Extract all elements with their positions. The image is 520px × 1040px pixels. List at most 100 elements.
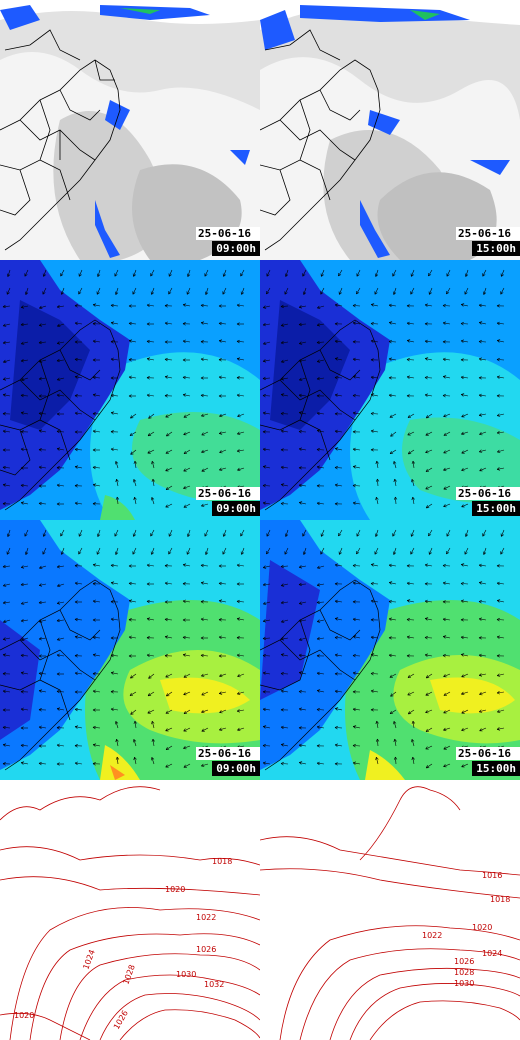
wind-arrow xyxy=(201,358,209,361)
wind-arrow-head xyxy=(388,358,392,361)
wind-arrow-head xyxy=(74,395,78,398)
wind-arrow-head xyxy=(334,708,338,711)
wind-arrow xyxy=(285,269,289,277)
wind-arrow-head xyxy=(407,414,410,418)
wind-arrow-head xyxy=(218,340,222,343)
wind-arrow xyxy=(111,448,119,451)
wind-arrow-head xyxy=(352,322,356,325)
wind-arrow xyxy=(93,564,101,567)
wind-arrow xyxy=(43,529,47,537)
wind-arrow xyxy=(496,359,505,361)
wind-arrow-head xyxy=(478,413,482,416)
wind-arrow xyxy=(371,564,379,567)
wind-arrow-head xyxy=(352,761,357,764)
wind-arrow-head xyxy=(262,708,266,712)
wind-arrow-head xyxy=(406,636,410,639)
wind-arrow-head xyxy=(20,582,24,586)
wind-arrow-head xyxy=(201,449,204,453)
wind-arrow-head xyxy=(56,744,60,748)
wind-arrow-head xyxy=(147,433,150,436)
wind-arrow xyxy=(204,529,209,537)
wind-arrow-head xyxy=(74,340,78,343)
wind-arrow xyxy=(165,413,173,418)
wind-arrow-head xyxy=(335,357,339,359)
wind-arrow-head xyxy=(128,375,133,378)
wind-arrow-head xyxy=(169,274,172,277)
wind-arrow-head xyxy=(182,323,186,326)
wind-arrow-head xyxy=(183,432,186,435)
wind-arrow xyxy=(407,413,415,418)
wind-arrow-head xyxy=(370,304,374,307)
wind-arrow-head xyxy=(316,502,320,506)
wind-arrow-head xyxy=(460,654,464,657)
wind-arrow-head xyxy=(375,534,379,537)
wind-arrow xyxy=(183,564,191,567)
wind-arrow-head xyxy=(375,478,378,482)
wind-arrow-head xyxy=(92,502,96,504)
wind-arrow-head xyxy=(38,655,42,658)
wind-arrow-head xyxy=(425,617,429,619)
wind-arrow-head xyxy=(338,534,342,537)
wind-arrow-head xyxy=(20,601,24,605)
wind-arrow-head xyxy=(425,357,429,359)
wind-arrow-head xyxy=(56,620,60,623)
wind-arrow-head xyxy=(352,563,356,566)
satellite-panel-left: 25-06-16 09:00h xyxy=(0,0,260,260)
wind-arrow-head xyxy=(74,601,78,604)
wind-arrow-head xyxy=(407,432,410,436)
wind-arrow-head xyxy=(3,361,7,363)
wind-arrow-head xyxy=(146,393,151,396)
wind-arrow-head xyxy=(110,376,114,379)
wind-arrow-head xyxy=(182,358,186,361)
wind-arrow xyxy=(200,395,209,397)
wind-arrow-head xyxy=(464,292,468,295)
wind-arrow-head xyxy=(38,583,42,586)
wind-arrow xyxy=(164,359,173,361)
wind-arrow-head xyxy=(370,564,374,567)
wind-arrow-head xyxy=(302,274,306,277)
wind-arrow xyxy=(443,763,451,767)
wind-arrow xyxy=(334,467,343,469)
wind-arrow-head xyxy=(146,601,150,604)
wind-arrow-head xyxy=(356,292,360,295)
wind-arrow xyxy=(370,673,379,675)
wind-arrow xyxy=(335,340,343,343)
wind-arrow xyxy=(20,745,29,747)
wind-arrow xyxy=(299,448,307,451)
wind-arrow xyxy=(20,655,29,657)
wind-arrow-head xyxy=(370,323,374,326)
wind-arrow-head xyxy=(371,563,375,565)
wind-arrow-head xyxy=(280,501,284,504)
wind-arrow xyxy=(75,762,83,765)
wind-arrow-head xyxy=(110,617,115,620)
wind-arrow-head xyxy=(92,709,96,712)
wind-arrow xyxy=(389,394,397,397)
wind-arrow-head xyxy=(151,461,153,465)
wind-arrow-head xyxy=(236,654,240,658)
wind-arrow-head xyxy=(2,484,6,487)
satellite-image-left xyxy=(0,0,260,260)
wind-arrow-head xyxy=(165,486,168,490)
wind-arrow-head xyxy=(298,502,302,505)
wind-arrow-head xyxy=(237,727,240,731)
wind-arrow-head xyxy=(496,635,501,638)
wind-arrow xyxy=(334,377,343,379)
wind-arrow xyxy=(186,547,191,555)
wind-arrow-head xyxy=(262,638,266,641)
wind-arrow-head xyxy=(187,273,189,277)
wind-arrow xyxy=(353,672,361,675)
wind-arrow xyxy=(479,358,487,361)
wind-arrow-head xyxy=(201,673,204,677)
wind-arrow-head xyxy=(464,273,466,277)
wind-arrow-head xyxy=(2,566,6,569)
wind-arrow-head xyxy=(280,413,284,416)
wind-arrow-head xyxy=(20,430,24,432)
wind-arrow-head xyxy=(317,567,321,569)
wind-arrow xyxy=(353,726,361,729)
wind-arrow-head xyxy=(38,637,42,640)
wind-arrow-head xyxy=(56,637,60,641)
wind-arrow-head xyxy=(478,322,482,325)
wind-arrow xyxy=(74,359,83,361)
wind-arrow-head xyxy=(442,618,446,622)
wind-arrow-head xyxy=(164,394,168,396)
